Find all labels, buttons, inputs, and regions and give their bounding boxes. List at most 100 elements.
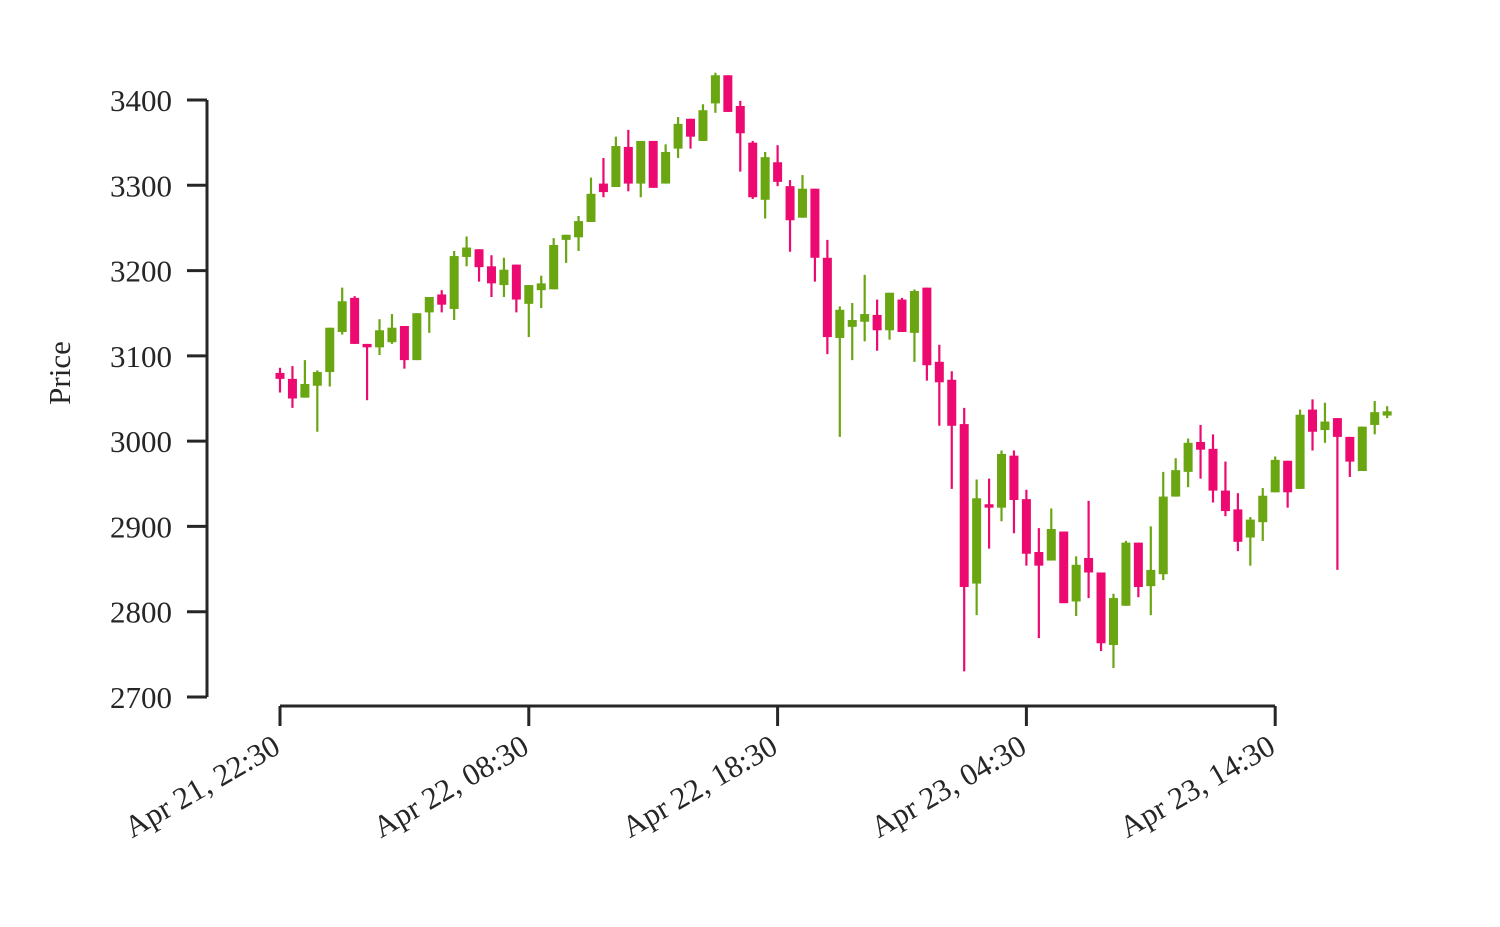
candle-body bbox=[1283, 460, 1293, 493]
y-tick-label: 3400 bbox=[110, 83, 172, 118]
y-tick-label: 2900 bbox=[110, 509, 172, 544]
candle-body bbox=[1245, 519, 1255, 538]
candle-body bbox=[835, 309, 845, 338]
candle-body bbox=[424, 297, 434, 313]
candle-body bbox=[636, 140, 646, 184]
candle-body bbox=[275, 372, 285, 379]
candle-body bbox=[287, 378, 297, 399]
candle-body bbox=[1357, 426, 1367, 471]
x-tick-label: Apr 23, 14:30 bbox=[1113, 728, 1280, 845]
candle-body bbox=[860, 314, 870, 322]
candle-body bbox=[1308, 409, 1318, 432]
candle-body bbox=[1084, 557, 1094, 573]
candle-body bbox=[847, 320, 857, 327]
candle-body bbox=[574, 221, 584, 238]
candle-body bbox=[524, 285, 534, 304]
candle-body bbox=[1046, 528, 1056, 561]
candle-body bbox=[934, 361, 944, 383]
candle-body bbox=[773, 162, 783, 182]
candle-body bbox=[1108, 598, 1118, 645]
candle-body bbox=[325, 327, 335, 373]
candle-body bbox=[997, 453, 1007, 508]
candle-body bbox=[1009, 455, 1019, 500]
candle-body bbox=[1071, 564, 1081, 602]
candle-body bbox=[661, 152, 671, 184]
candle-body bbox=[1121, 542, 1131, 606]
candle-body bbox=[375, 330, 385, 348]
candle-body bbox=[623, 146, 633, 184]
candle-body bbox=[1295, 414, 1305, 489]
candle-body bbox=[810, 188, 820, 258]
candle-body bbox=[462, 247, 472, 257]
candle-body bbox=[959, 424, 969, 587]
candle-body bbox=[897, 299, 907, 332]
y-tick-label: 2800 bbox=[110, 595, 172, 630]
y-tick-label: 3300 bbox=[110, 168, 172, 203]
candle-body bbox=[511, 264, 521, 300]
candle-body bbox=[1270, 459, 1280, 493]
y-tick-label: 3200 bbox=[110, 254, 172, 289]
y-tick-label: 2700 bbox=[110, 680, 172, 715]
candle-body bbox=[1345, 436, 1355, 462]
y-axis-label: Price bbox=[42, 341, 77, 405]
candle-body bbox=[611, 146, 621, 187]
candle-body bbox=[1096, 572, 1106, 644]
x-tick-label: Apr 22, 18:30 bbox=[616, 728, 783, 845]
x-tick-label: Apr 23, 04:30 bbox=[865, 728, 1032, 845]
candle-body bbox=[337, 301, 347, 332]
candle-body bbox=[1034, 552, 1044, 566]
candle-body bbox=[412, 313, 422, 361]
candle-body bbox=[561, 234, 571, 240]
candle-body bbox=[1196, 441, 1206, 450]
candle-body bbox=[984, 504, 994, 508]
candle-body bbox=[1370, 412, 1380, 425]
candle-body bbox=[1320, 421, 1330, 431]
candle-body bbox=[1382, 411, 1392, 416]
candle-body bbox=[1332, 418, 1342, 437]
candle-body bbox=[362, 343, 372, 348]
candle-body bbox=[1021, 499, 1031, 554]
candle-body bbox=[1059, 531, 1069, 604]
candle-body bbox=[872, 314, 882, 331]
candle-body bbox=[1233, 509, 1243, 542]
candle-body bbox=[399, 326, 409, 361]
candle-body bbox=[822, 257, 832, 338]
candle-body bbox=[909, 291, 919, 333]
x-tick-label: Apr 21, 22:30 bbox=[118, 728, 285, 845]
candle-body bbox=[598, 183, 608, 193]
candle-body bbox=[648, 140, 658, 188]
candle-body bbox=[922, 287, 932, 366]
candle-body bbox=[947, 379, 957, 426]
candle-body bbox=[1171, 470, 1181, 497]
candle-body bbox=[735, 105, 745, 134]
candle-body bbox=[312, 372, 322, 386]
candle-body bbox=[549, 244, 559, 290]
x-tick-label: Apr 22, 08:30 bbox=[367, 728, 534, 845]
candle-body bbox=[698, 110, 708, 141]
candle-body bbox=[449, 256, 459, 309]
candle-body bbox=[1146, 569, 1156, 587]
candle-body bbox=[1133, 542, 1143, 587]
candle-body bbox=[885, 292, 895, 331]
candle-body bbox=[1258, 495, 1268, 523]
candle-body bbox=[686, 118, 696, 137]
candle-body bbox=[673, 123, 683, 149]
candle-body bbox=[474, 249, 484, 268]
candle-body bbox=[499, 269, 509, 286]
candle-body bbox=[586, 193, 596, 222]
y-tick-label: 3100 bbox=[110, 339, 172, 374]
candle-body bbox=[1208, 448, 1218, 491]
candle-body bbox=[486, 266, 496, 284]
candle-body bbox=[387, 327, 397, 343]
candle-body bbox=[760, 157, 770, 200]
candle-body bbox=[300, 384, 310, 398]
candle-body bbox=[748, 142, 758, 198]
candle-body bbox=[536, 283, 546, 291]
candle-body bbox=[710, 75, 720, 104]
candle-body bbox=[723, 75, 733, 112]
candle-body bbox=[437, 294, 447, 305]
candle-body bbox=[1158, 496, 1168, 575]
candle-body bbox=[797, 188, 807, 218]
candle-body bbox=[350, 297, 360, 344]
